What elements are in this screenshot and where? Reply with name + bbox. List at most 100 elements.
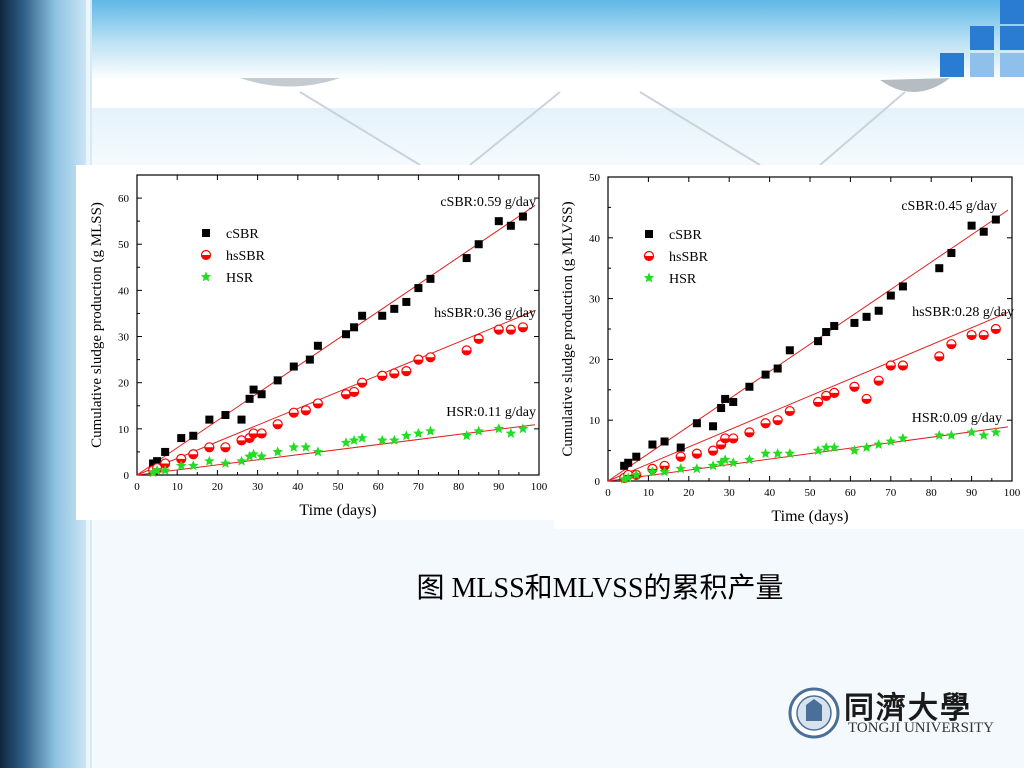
data-point-hsr <box>623 472 634 483</box>
data-point-csbr <box>390 304 399 313</box>
data-point-hssbr-fill <box>979 335 989 340</box>
university-seal-icon <box>788 687 840 739</box>
data-point-hsr <box>675 463 686 474</box>
data-point-hssbr <box>248 428 259 439</box>
chart-panel-mlvss: 0 10 20 30 40 50 60 70 80 90 100 0 10 20 30 40 50 Time (d… <box>554 165 1024 529</box>
data-point-hssbr-fill <box>341 394 351 399</box>
data-point-csbr <box>761 370 770 379</box>
data-point-hssbr-fill <box>829 392 839 398</box>
data-point-hssbr <box>505 324 516 335</box>
data-point-hsr <box>312 446 324 457</box>
data-point-hssbr-fill <box>874 380 884 386</box>
tongji-logo: 同濟大學 TONGJI UNIVERSITY <box>788 681 996 743</box>
data-point-hssbr-fill <box>357 382 367 388</box>
data-point-csbr <box>518 212 527 221</box>
x-tick-label: 40 <box>764 487 776 499</box>
data-point-hssbr-fill <box>401 371 411 376</box>
data-point-hssbr-fill <box>813 401 823 407</box>
data-point-hsr <box>236 455 247 466</box>
data-point-csbr <box>257 390 266 399</box>
data-point-csbr <box>358 311 367 320</box>
fit-line-csbr <box>136 205 536 476</box>
data-point-hsr <box>244 451 255 461</box>
data-point-csbr <box>620 461 629 470</box>
data-point-hssbr-fill <box>289 412 299 418</box>
data-point-hssbr <box>300 405 311 416</box>
data-point-hsr <box>188 460 199 471</box>
data-point-hssbr <box>461 345 472 356</box>
data-point-csbr <box>814 337 823 346</box>
data-point-hssbr <box>256 428 267 439</box>
data-point-csbr <box>676 443 685 452</box>
data-point-csbr <box>378 311 387 320</box>
y-tick-label: 10 <box>589 415 601 427</box>
data-point-hssbr-fill <box>967 335 977 340</box>
data-point-hssbr <box>861 393 872 405</box>
data-point-hsr <box>151 464 163 475</box>
data-point-hssbr-fill <box>349 391 359 397</box>
data-point-hsr <box>885 436 896 446</box>
data-point-hsr <box>288 441 299 452</box>
data-point-hssbr <box>946 339 957 350</box>
data-point-csbr <box>237 415 246 424</box>
data-point-csbr <box>874 306 883 315</box>
data-point-hsr <box>812 445 824 455</box>
data-point-hsr <box>966 426 977 437</box>
fit-label-hsr: HSR:0.09 g/day <box>912 411 1002 426</box>
data-point-hsr <box>934 429 945 440</box>
data-point-hssbr-fill <box>377 375 387 381</box>
data-point-csbr <box>830 321 839 330</box>
data-point-hssbr-fill <box>886 365 896 370</box>
data-point-hsr <box>760 448 771 459</box>
data-point-hsr <box>744 454 755 465</box>
data-point-hssbr <box>897 360 909 371</box>
fit-label-hsr: HSR:0.11 g/day <box>446 405 536 420</box>
data-point-hssbr <box>675 451 686 462</box>
data-point-hssbr-fill <box>474 338 484 344</box>
legend-label-hsr: HSR <box>669 272 697 287</box>
x-tick-label: 70 <box>413 481 425 493</box>
data-point-hssbr <box>473 333 484 344</box>
data-point-hssbr-fill <box>413 359 423 365</box>
data-point-hssbr-fill <box>934 356 944 361</box>
data-point-hssbr <box>288 407 299 418</box>
legend-label-hssbr: hsSBR <box>226 249 266 264</box>
data-point-csbr <box>632 452 641 461</box>
x-tick-label: 30 <box>252 481 264 493</box>
legend-label-hsr: HSR <box>226 271 254 286</box>
data-point-hsr <box>461 430 472 441</box>
corner-squares-icon <box>940 0 1024 77</box>
data-point-csbr <box>785 346 794 355</box>
data-point-csbr <box>494 217 503 226</box>
data-point-csbr <box>624 458 633 467</box>
y-axis-label: Cumulative sludge production (g MLVSS) <box>560 201 576 456</box>
data-point-csbr <box>886 291 895 300</box>
x-tick-label: 60 <box>373 481 385 493</box>
data-point-csbr <box>773 364 782 373</box>
data-point-hssbr-fill <box>249 433 259 438</box>
data-point-hssbr-fill <box>301 410 311 415</box>
y-tick-label: 0 <box>124 470 130 482</box>
data-point-hssbr-fill <box>313 403 323 408</box>
data-point-hssbr-fill <box>773 420 783 425</box>
data-point-hsr <box>719 454 731 465</box>
legend-label-csbr: cSBR <box>669 228 702 243</box>
data-point-hssbr-fill <box>761 423 771 428</box>
header-band <box>0 0 1024 80</box>
data-point-hssbr <box>348 386 360 398</box>
data-point-hsr <box>707 460 719 471</box>
data-point-hssbr-fill <box>692 453 702 459</box>
y-tick-label: 0 <box>595 476 601 488</box>
university-name-en: TONGJI UNIVERSITY <box>848 720 994 736</box>
data-point-hssbr <box>849 381 860 392</box>
data-point-hssbr-fill <box>821 395 831 401</box>
data-point-hssbr <box>744 427 755 438</box>
data-point-csbr <box>648 440 657 449</box>
series-csbr <box>620 215 1000 470</box>
fit-line-hssbr <box>136 310 536 476</box>
data-point-hssbr <box>357 377 368 388</box>
data-point-hssbr <box>340 389 352 400</box>
data-point-csbr <box>177 434 186 443</box>
data-point-hssbr-fill <box>676 456 686 462</box>
series-hssbr <box>619 323 1001 484</box>
